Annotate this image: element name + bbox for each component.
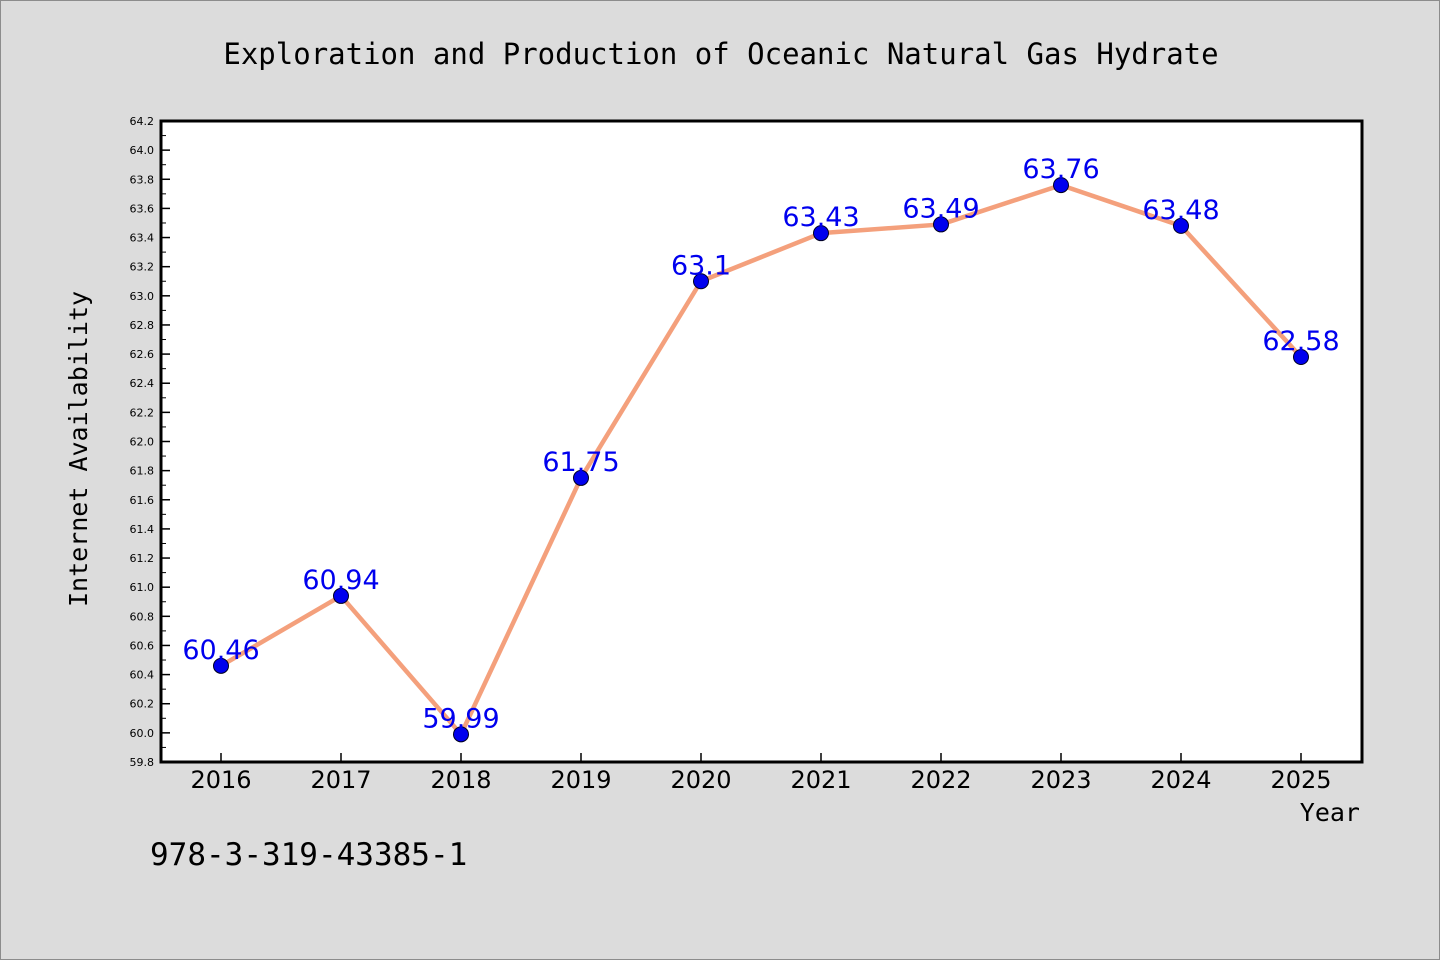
data-point [333,587,349,604]
data-label: 63.49 [902,193,979,224]
y-tick-label: 60.4 [130,669,155,682]
y-tick-label: 60.8 [130,610,155,623]
y-tick-label: 61.4 [130,523,155,536]
data-point [693,273,709,290]
x-axis-ticks: 2016 2017 2018 2019 2020 2021 2022 2023 2024 2025 [190,753,1332,794]
y-tick-label: 64.2 [130,115,155,128]
y-tick-label: 63.0 [130,290,155,303]
y-tick-label: 62.8 [130,319,155,332]
x-tick-label: 2021 [790,766,851,794]
data-label: 62.58 [1262,326,1339,357]
chart-title: Exploration and Production of Oceanic Na… [223,37,1218,71]
x-tick-label: 2024 [1150,766,1211,794]
data-point [933,216,949,233]
x-tick-label: 2025 [1270,766,1331,794]
data-labels: 60.46 60.94 59.99 61.75 63.1 63.43 63.49 63.76 6… [182,154,1339,734]
y-tick-label: 63.6 [130,202,155,215]
y-tick-label: 60.0 [130,727,155,740]
data-point [573,469,589,486]
y-tick-label: 61.2 [130,552,155,565]
x-axis-label: Year [1300,798,1360,827]
data-label: 63.48 [1142,195,1219,226]
data-markers [213,177,1309,743]
data-point [453,726,469,743]
plot-area [159,119,1364,764]
x-tick-label: 2016 [190,766,251,794]
data-label: 60.94 [302,565,379,596]
isbn-text: 978-3-319-43385-1 [150,837,467,873]
y-tick-label: 60.2 [130,698,155,711]
series-line-group [218,182,1304,737]
series-line [218,182,1304,737]
y-axis-label: Internet Availability [64,291,93,607]
data-label: 63.76 [1022,154,1099,185]
y-tick-label: 62.2 [130,406,155,419]
y-tick-label: 62.4 [130,377,155,390]
y-tick-label: 61.0 [130,581,155,594]
data-label: 63.43 [782,202,859,233]
x-tick-label: 2019 [550,766,611,794]
x-tick-label: 2020 [670,766,731,794]
data-point [1173,217,1189,234]
data-label: 63.1 [671,250,731,281]
y-tick-label: 63.4 [130,232,155,245]
y-axis-ticks: 59.8 60.0 60.2 60.4 60.6 60.8 61.0 61.2 61.4 61.6… [130,115,170,769]
data-point [813,225,829,242]
x-tick-label: 2022 [910,766,971,794]
y-tick-label: 62.0 [130,436,155,449]
data-point [1053,177,1069,194]
data-point [1293,349,1309,366]
x-tick-label: 2023 [1030,766,1091,794]
x-tick-label: 2017 [310,766,371,794]
data-label: 61.75 [542,447,619,478]
y-tick-label: 60.6 [130,639,155,652]
y-tick-label: 63.8 [130,173,155,186]
y-tick-label: 62.6 [130,348,155,361]
data-label: 60.46 [182,635,259,666]
x-tick-label: 2018 [430,766,491,794]
y-tick-label: 61.8 [130,465,155,478]
y-tick-label: 61.6 [130,494,155,507]
data-label: 59.99 [422,703,499,734]
y-tick-label: 59.8 [130,756,155,769]
y-tick-label: 64.0 [130,144,155,157]
y-tick-label: 63.2 [130,261,155,274]
data-point [213,657,229,674]
